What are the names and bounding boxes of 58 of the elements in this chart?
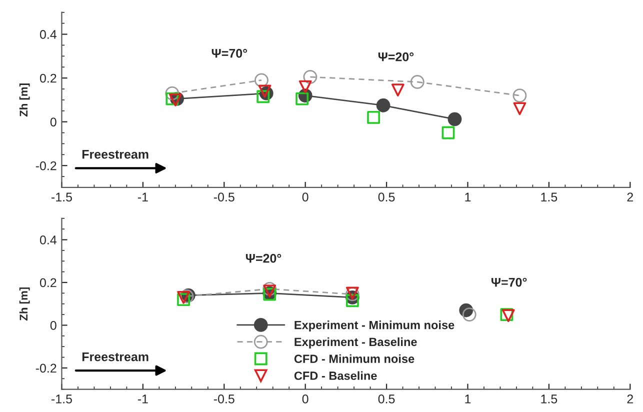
y-tick-label: 0 — [50, 321, 56, 330]
point — [165, 86, 180, 100]
point — [512, 88, 527, 102]
point — [376, 98, 390, 112]
point — [346, 294, 359, 308]
point — [442, 126, 455, 140]
y-tick-label: -0.2 — [36, 364, 56, 373]
point — [448, 112, 462, 126]
point — [513, 102, 526, 116]
x-tick-label: -0.5 — [214, 192, 234, 202]
y-tick-label: 0.4 — [40, 30, 57, 39]
x-tick-label: -0.5 — [214, 394, 234, 404]
point — [410, 75, 424, 89]
point — [177, 293, 190, 306]
annotation: Ψ=20° — [378, 52, 414, 62]
point — [263, 284, 276, 298]
y-tick-label: 0 — [50, 118, 56, 126]
annotation: Freestream — [82, 150, 148, 159]
y-tick-label: -0.2 — [36, 161, 56, 170]
annotation: Ψ=70° — [212, 48, 248, 58]
x-tick-label: 1 — [465, 192, 471, 202]
point — [462, 308, 476, 322]
annotation: Ψ=20° — [246, 254, 282, 263]
x-tick-label: 0 — [302, 394, 308, 404]
x-tick-label: -1.5 — [52, 192, 72, 202]
point — [166, 92, 179, 106]
legend-label: Experiment - Baseline — [294, 337, 417, 348]
y-axis-title: Zh [m] — [19, 288, 30, 320]
point — [262, 282, 277, 296]
point — [298, 80, 312, 94]
point — [296, 92, 309, 106]
y-tick-label: 0.4 — [40, 236, 57, 244]
annotation: Freestream — [82, 352, 148, 362]
x-tick-label: -1.5 — [52, 394, 72, 404]
x-tick-label: -1 — [138, 394, 148, 404]
point — [177, 290, 190, 304]
point — [391, 84, 404, 97]
y-tick-label: 0.2 — [40, 74, 56, 83]
x-tick-label: 0.5 — [378, 394, 395, 404]
point — [303, 70, 318, 84]
y-tick-label: 0.2 — [40, 278, 56, 288]
x-tick-label: 0 — [302, 192, 308, 202]
x-tick-label: 1.5 — [541, 192, 558, 202]
x-tick-label: 2 — [627, 394, 633, 404]
legend-label: CFD - Minimum noise — [294, 354, 414, 364]
point — [254, 73, 268, 88]
x-tick-label: 0.5 — [378, 192, 395, 202]
x-tick-label: 1 — [465, 394, 471, 404]
legend-label: Experiment - Minimum noise — [294, 320, 454, 332]
x-tick-label: 1.5 — [541, 394, 558, 404]
annotation: Ψ=70° — [491, 278, 527, 287]
point — [258, 84, 272, 98]
legend-label: CFD - Baseline — [294, 371, 377, 380]
point — [367, 110, 380, 124]
x-tick-label: 2 — [627, 192, 633, 202]
point — [256, 90, 270, 104]
x-tick-label: -1 — [138, 192, 148, 202]
y-axis-title: Zh [m] — [19, 84, 30, 117]
